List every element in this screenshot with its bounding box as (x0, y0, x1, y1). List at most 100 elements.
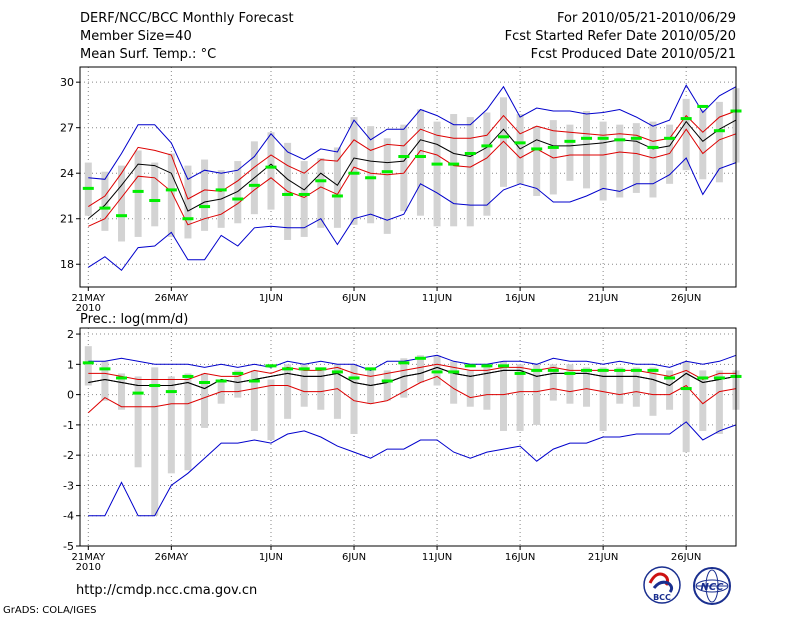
x-tick-label: 21JUN (588, 552, 618, 563)
spread-bar (682, 98, 690, 171)
median-marker (581, 136, 593, 140)
spread-bar (300, 161, 308, 237)
spread-bar (84, 346, 92, 386)
y-tick-label: 0 (67, 389, 74, 402)
median-marker (547, 368, 559, 372)
median-marker (248, 183, 260, 187)
spread-bar (715, 370, 723, 434)
spread-bar (350, 364, 358, 434)
variable-label: Mean Surf. Temp.: °C (80, 47, 217, 62)
forecast-period: For 2010/05/21-2010/06/29 (557, 11, 736, 26)
median-marker (165, 188, 177, 192)
median-marker (398, 361, 410, 365)
median-marker (448, 370, 460, 374)
median-marker (581, 368, 593, 372)
spread-bar (317, 158, 325, 228)
median-marker (697, 104, 709, 108)
spread-bar (167, 153, 175, 237)
ncc-logo-text: NCC (700, 582, 724, 593)
series-line-ensemble-lower (88, 128, 737, 227)
median-marker (713, 376, 725, 380)
median-marker (282, 192, 294, 196)
median-marker (531, 147, 543, 151)
spread-bar (101, 361, 109, 401)
precip-panel-title: Prec.: log(mm/d) (80, 312, 188, 327)
median-marker (132, 189, 144, 193)
median-marker (614, 368, 626, 372)
spread-bar (499, 97, 507, 187)
series-line-ensemble-upper (88, 363, 736, 381)
source-url: http://cmdp.ncc.cma.gov.cn (76, 583, 257, 598)
y-tick-label: 27 (60, 122, 74, 135)
median-marker (132, 391, 144, 395)
spread-bar (300, 364, 308, 407)
spread-bar (499, 361, 507, 431)
median-marker (547, 145, 559, 149)
median-marker (481, 144, 493, 148)
y-tick-label: -3 (63, 479, 74, 492)
x-tick-label: 26MAY (155, 552, 189, 563)
series-line-ensemble-mean (87, 119, 737, 220)
spread-bar (549, 364, 557, 401)
spread-bar (483, 364, 491, 410)
median-marker (315, 179, 327, 183)
spread-bar (134, 376, 142, 468)
median-marker (514, 141, 526, 145)
x-tick-label: 16JUN (505, 293, 535, 304)
median-marker (82, 186, 94, 190)
median-marker (116, 376, 128, 380)
spread-bar (134, 150, 142, 237)
footer: http://cmdp.ncc.cma.gov.cn GrADS: COLA/I… (3, 566, 731, 616)
median-marker (215, 188, 227, 192)
y-tick-label: -2 (63, 449, 74, 462)
spread-bar (682, 361, 690, 453)
median-marker (431, 162, 443, 166)
spread-bar (267, 379, 275, 441)
x-tick-label: 6JUN (342, 293, 366, 304)
median-marker (597, 368, 609, 372)
x-tick-label: 1JUN (259, 552, 283, 563)
median-marker (431, 370, 443, 374)
spread-bar (151, 162, 159, 227)
spread-bar (583, 111, 591, 189)
spread-bar (333, 147, 341, 228)
median-marker (713, 129, 725, 133)
median-marker (381, 170, 393, 174)
spread-bar (383, 138, 391, 234)
spread-bar (632, 123, 640, 193)
spread-bar (450, 114, 458, 227)
fcst-started-date: Fcst Started Refer Date 2010/05/20 (504, 29, 736, 44)
median-marker (514, 371, 526, 375)
x-tick-label: 11JUN (422, 293, 452, 304)
spread-bar (533, 364, 541, 425)
median-marker (680, 387, 692, 391)
spread-bar (118, 165, 126, 242)
x-tick-label: 21MAY (72, 293, 106, 304)
spread-bar (583, 367, 591, 407)
median-marker (365, 367, 377, 371)
median-marker (481, 364, 493, 368)
spread-bar (367, 126, 375, 224)
spread-bar (167, 376, 175, 474)
median-marker (149, 384, 161, 388)
grads-credit: GrADS: COLA/IGES (3, 605, 97, 616)
figure-title: DERF/NCC/BCC Monthly Forecast (80, 11, 294, 26)
median-marker (614, 138, 626, 142)
spread-bar (616, 124, 624, 198)
spread-bar (416, 109, 424, 216)
median-marker (680, 117, 692, 121)
median-marker (331, 194, 343, 198)
spread-bar (483, 112, 491, 216)
median-marker (664, 376, 676, 380)
series-line-ensemble-lower (87, 375, 737, 414)
x-tick-label: 1JUN (259, 293, 283, 304)
spread-bar (566, 124, 574, 181)
median-marker (182, 374, 194, 378)
median-marker (298, 367, 310, 371)
median-marker (564, 371, 576, 375)
median-marker (464, 364, 476, 368)
median-marker (464, 151, 476, 155)
